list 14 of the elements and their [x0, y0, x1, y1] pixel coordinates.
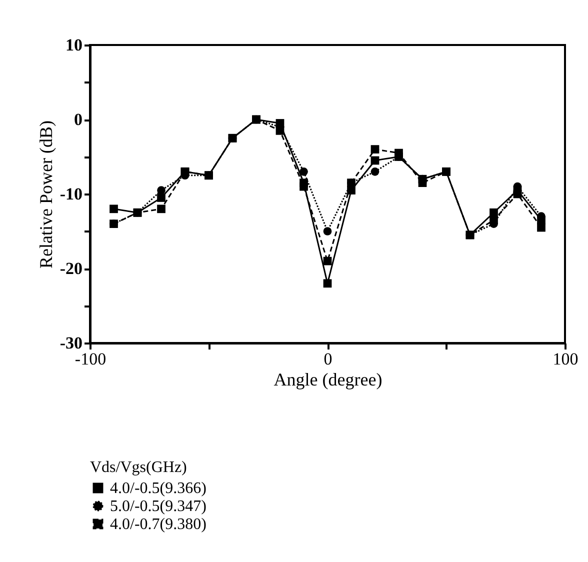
y-axis-title: Relative Power (dB) — [36, 120, 56, 268]
x-tick-label: 0 — [324, 350, 332, 368]
x-axis-title: Angle (degree) — [274, 370, 382, 390]
legend-title: Vds/Vgs(GHz) — [90, 459, 187, 476]
y-tick-label: -10 — [60, 184, 82, 204]
y-tick-label: -20 — [60, 259, 82, 278]
y-tick-label: 0 — [74, 110, 82, 129]
x-tick-label: 100 — [552, 350, 578, 368]
y-tick-label: -30 — [60, 334, 82, 352]
legend-label: 5.0/-0.5(9.347) — [110, 498, 206, 515]
x-tick-label: -100 — [74, 350, 106, 368]
legend-label: 4.0/-0.7(9.380) — [110, 516, 206, 533]
y-tick-label: 10 — [66, 36, 82, 54]
legend-label: 4.0/-0.5(9.366) — [110, 480, 206, 497]
